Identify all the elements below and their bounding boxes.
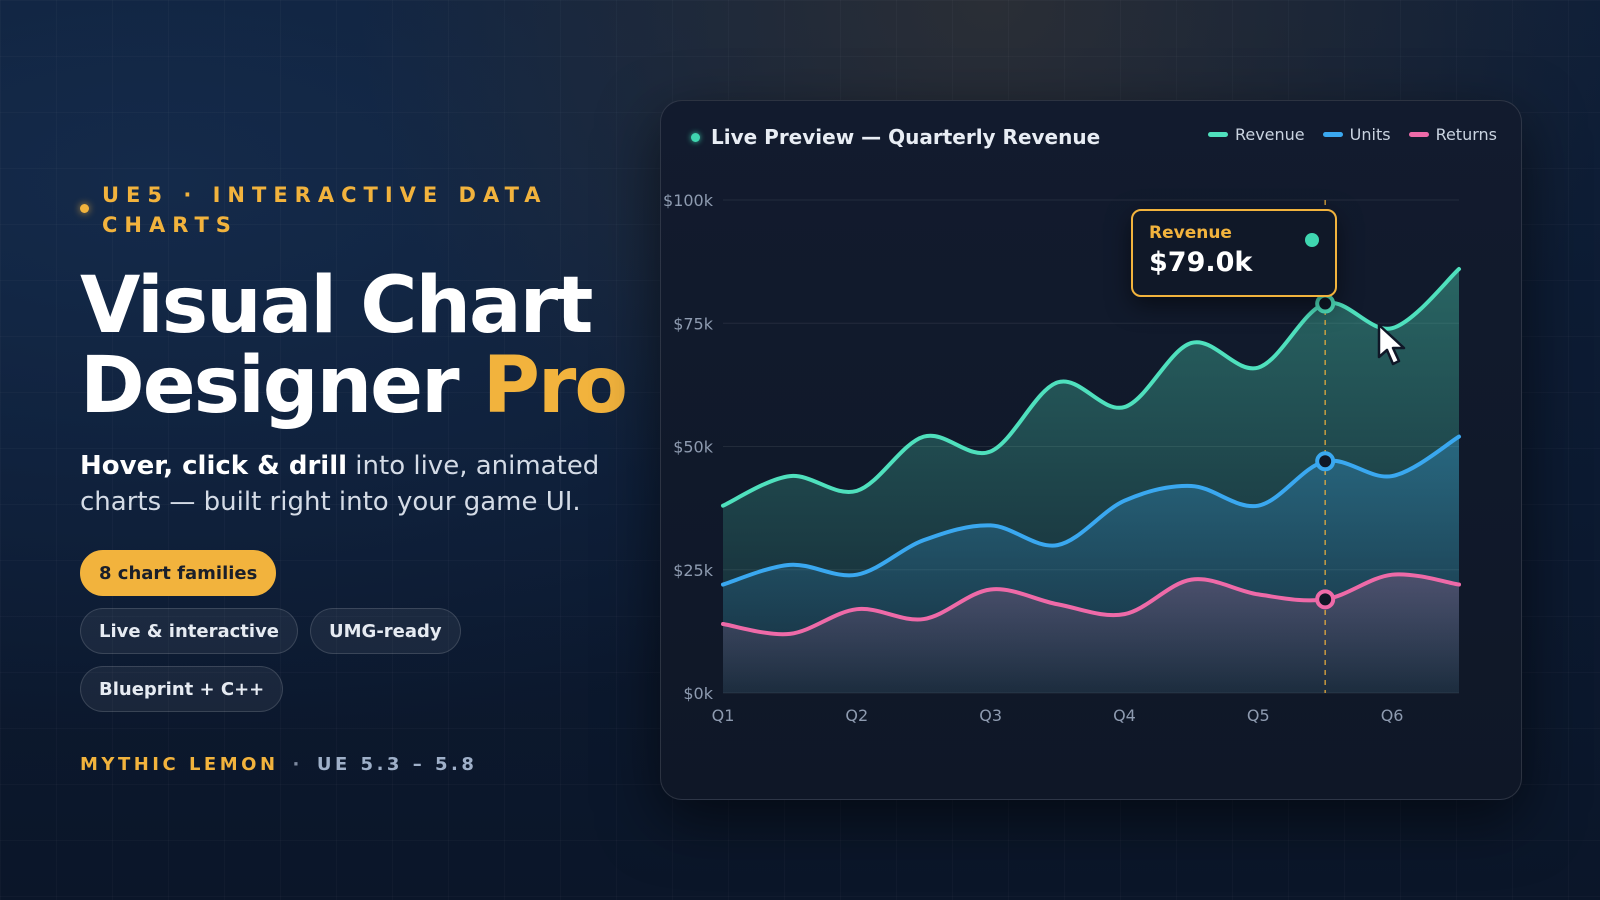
version-range: UE 5.3 – 5.8 <box>316 754 478 775</box>
subtitle: Hover, click & drill into live, animated… <box>80 448 600 520</box>
highlight-point-units[interactable] <box>1315 451 1336 472</box>
line-chart[interactable]: $0k $25k $50k $75k $100k Q1 Q2 Q3 Q4 Q5 Q6 <box>661 101 1523 801</box>
footer-line: MYTHIC LEMON · UE 5.3 – 5.8 <box>80 754 640 775</box>
y-tick-label: $50k <box>673 438 714 457</box>
x-tick-label: Q3 <box>979 706 1002 725</box>
tooltip-value: $79.0k <box>1149 247 1253 278</box>
chip-chart-families[interactable]: 8 chart families <box>80 550 277 596</box>
legend-swatch-revenue <box>1207 132 1228 137</box>
legend-item-revenue[interactable]: Revenue <box>1207 125 1305 144</box>
chip-blueprint-cpp[interactable]: Blueprint + C++ <box>80 666 284 712</box>
separator: · <box>292 754 303 775</box>
y-tick-label: $100k <box>663 191 714 210</box>
title-main: Designer <box>80 341 483 431</box>
mouse-cursor-icon <box>1377 323 1406 366</box>
page-title: Visual Chart Designer Pro <box>80 266 640 426</box>
chart-panel[interactable]: Live Preview — Quarterly Revenue Revenue… <box>660 100 1522 800</box>
chip-umg-ready[interactable]: UMG-ready <box>310 608 461 654</box>
label-layer: $0k $25k $50k $75k $100k Q1 Q2 Q3 Q4 Q5 Q6 <box>663 191 1403 725</box>
legend-swatch-returns <box>1408 132 1429 137</box>
chart-legend: Revenue Units Returns <box>1207 125 1497 144</box>
x-tick-label: Q5 <box>1247 706 1270 725</box>
area-layer <box>723 269 1459 693</box>
legend-label-units: Units <box>1349 125 1391 144</box>
tooltip-dot-icon <box>1305 233 1319 247</box>
y-tick-label: $75k <box>673 314 714 333</box>
highlight-point-revenue[interactable] <box>1315 293 1336 314</box>
legend-swatch-units <box>1322 132 1343 137</box>
x-tick-label: Q4 <box>1113 706 1136 725</box>
title-line-2: Designer Pro <box>80 346 640 426</box>
subtitle-rest: into live, animated charts — built right… <box>80 451 600 517</box>
revenue-tooltip: Revenue $79.0k <box>1131 209 1337 297</box>
area-returns <box>723 574 1459 693</box>
legend-label-revenue: Revenue <box>1234 125 1305 144</box>
legend-item-units[interactable]: Units <box>1322 125 1391 144</box>
x-tick-label: Q1 <box>712 706 735 725</box>
chip-live-interactive[interactable]: Live & interactive <box>80 608 299 654</box>
hero-section: UE5 · INTERACTIVE DATA CHARTS Visual Cha… <box>80 180 640 775</box>
live-dot-icon <box>691 132 700 142</box>
tooltip-label: Revenue <box>1149 223 1232 243</box>
x-tick-label: Q2 <box>845 706 868 725</box>
legend-label-returns: Returns <box>1435 125 1497 144</box>
brand-name: MYTHIC LEMON <box>80 754 279 775</box>
eyebrow-dot-icon <box>80 204 89 213</box>
highlight-point-returns[interactable] <box>1315 589 1336 610</box>
y-tick-label: $25k <box>673 561 714 580</box>
eyebrow: UE5 · INTERACTIVE DATA CHARTS <box>80 180 640 240</box>
panel-title-text: Live Preview — Quarterly Revenue <box>711 125 1101 149</box>
panel-title: Live Preview — Quarterly Revenue <box>691 125 1100 149</box>
legend-item-returns[interactable]: Returns <box>1408 125 1497 144</box>
y-tick-label: $0k <box>683 684 713 703</box>
subtitle-bold: Hover, click & drill <box>80 451 348 481</box>
x-tick-label: Q6 <box>1381 706 1404 725</box>
feature-chips: 8 chart families Live & interactive UMG-… <box>80 550 500 712</box>
title-accent: Pro <box>482 341 628 431</box>
eyebrow-text: UE5 · INTERACTIVE DATA CHARTS <box>102 183 548 237</box>
title-line-1: Visual Chart <box>80 261 593 351</box>
